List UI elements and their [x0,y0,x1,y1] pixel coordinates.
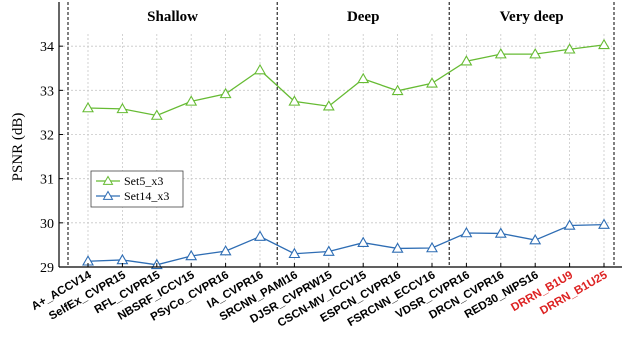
y-tick-label: 31 [40,173,54,188]
data-point [426,241,438,253]
data-point [529,233,542,245]
y-tick-label: 34 [40,40,54,55]
data-point [288,95,301,106]
data-point [288,247,301,259]
legend-marker [102,190,114,200]
data-point [426,77,438,88]
data-point [116,102,129,114]
series-line-set5-x3 [87,44,605,117]
data-point [563,219,576,230]
y-axis-label: PSNR (dB) [10,113,26,182]
group-label: Deep [347,9,380,25]
data-point [357,236,370,248]
data-point [322,100,335,111]
data-point [529,48,542,59]
data-point [322,245,335,256]
data-point [254,63,266,75]
x-tick-labels: A+_ACCV14SelfEx_CVPR15RFL_CVPR15NBSRF_IC… [30,263,610,330]
data-point [150,109,163,120]
data-point [219,87,232,99]
y-tick-label: 29 [40,261,54,276]
data-point [82,101,94,113]
y-tick-label: 33 [40,84,54,99]
legend-box [90,170,184,208]
data-point [460,226,473,238]
data-point [598,38,610,50]
data-point [254,230,266,241]
legend-label: Set5_x3 [124,174,163,188]
y-tick-labels: 29 30 31 32 33 34 [40,40,63,276]
data-point [391,242,404,253]
data-point [357,72,370,84]
legend-label: Set14_x3 [124,189,169,203]
data-point [460,55,473,66]
data-point [494,227,507,238]
y-tick-label: 30 [40,217,54,232]
group-labels: Shallow Deep Very deep [147,9,563,25]
data-point [494,48,507,59]
y-tick-label: 32 [40,129,54,144]
data-point [116,253,129,265]
data-point [598,218,610,229]
data-point [563,43,576,54]
series-lines [82,38,610,270]
series-line-set14-x3 [87,223,605,266]
data-point [219,244,232,256]
group-dividers [67,2,615,267]
data-point [185,249,198,261]
grid-lines [59,34,612,267]
data-point [391,84,404,96]
group-label: Very deep [500,9,564,25]
legend-marker [102,175,114,185]
group-label: Shallow [147,9,198,25]
data-point [185,95,198,106]
